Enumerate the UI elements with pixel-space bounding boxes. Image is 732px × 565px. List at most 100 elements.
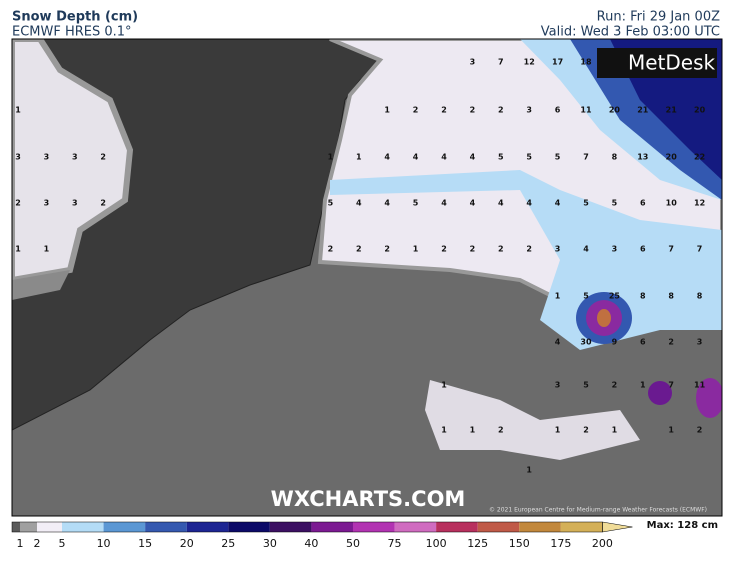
grid-label: 21 bbox=[637, 106, 649, 115]
blob-peak bbox=[597, 309, 611, 327]
colorbar-label: 10 bbox=[97, 537, 111, 550]
colorbar-label: 125 bbox=[467, 537, 488, 550]
grid-label: 5 bbox=[583, 381, 589, 390]
grid-label: 1 bbox=[328, 153, 334, 162]
grid-label: 3 bbox=[72, 199, 78, 208]
colorbar-segment bbox=[394, 522, 437, 532]
colorbar-segment bbox=[228, 522, 270, 532]
grid-label: 4 bbox=[470, 199, 476, 208]
grid-label: 4 bbox=[583, 245, 589, 254]
grid-label: 4 bbox=[384, 199, 390, 208]
colorbar-label: 1 bbox=[17, 537, 24, 550]
colorbar-segment bbox=[37, 522, 62, 532]
grid-label: 4 bbox=[384, 153, 390, 162]
grid-label: 11 bbox=[694, 381, 706, 390]
grid-label: 20 bbox=[666, 153, 678, 162]
grid-label: 7 bbox=[583, 153, 589, 162]
grid-label: 3 bbox=[44, 153, 50, 162]
grid-label: 2 bbox=[612, 381, 618, 390]
grid-label: 7 bbox=[697, 245, 703, 254]
colorbar-label: 150 bbox=[509, 537, 530, 550]
grid-label: 2 bbox=[356, 245, 362, 254]
grid-label: 4 bbox=[470, 153, 476, 162]
colorbar-label: 40 bbox=[304, 537, 318, 550]
grid-label: 8 bbox=[697, 292, 703, 301]
grid-label: 13 bbox=[637, 153, 648, 162]
grid-label: 1 bbox=[441, 381, 447, 390]
grid-label: 3 bbox=[612, 245, 618, 254]
grid-label: 5 bbox=[413, 199, 419, 208]
grid-label: 4 bbox=[413, 153, 419, 162]
grid-label: 6 bbox=[640, 338, 646, 347]
grid-label: 6 bbox=[555, 106, 561, 115]
grid-label: 6 bbox=[640, 199, 646, 208]
grid-label: 2 bbox=[441, 245, 447, 254]
grid-label: 2 bbox=[668, 338, 674, 347]
grid-label: 7 bbox=[498, 58, 504, 67]
grid-label: 1 bbox=[640, 381, 646, 390]
grid-label: 2 bbox=[413, 106, 419, 115]
grid-label: 30 bbox=[580, 338, 592, 347]
map-frame bbox=[11, 38, 723, 517]
grid-label: 17 bbox=[552, 58, 563, 67]
grid-label: 2 bbox=[583, 426, 589, 435]
grid-label: 7 bbox=[668, 245, 674, 254]
grid-label: 21 bbox=[666, 106, 678, 115]
grid-label: 11 bbox=[580, 106, 592, 115]
title: Snow Depth (cm) bbox=[12, 10, 138, 25]
grid-label: 2 bbox=[15, 199, 21, 208]
colorbar-segment bbox=[311, 522, 353, 532]
grid-label: 3 bbox=[555, 381, 561, 390]
logo: MetDesk bbox=[628, 51, 716, 75]
grid-label: 2 bbox=[100, 153, 106, 162]
grid-label: 1 bbox=[44, 245, 50, 254]
grid-label: 4 bbox=[441, 199, 447, 208]
colorbar: 1 2 5 10 15 20 25 30 40 50 75 100 125 150 175 200 bbox=[11, 521, 633, 550]
map: MetDesk WXCHARTS.COM © 2021 European Cen… bbox=[11, 38, 723, 517]
grid-label: 3 bbox=[72, 153, 78, 162]
grid-label: 1 bbox=[668, 426, 674, 435]
colorbar-label: 20 bbox=[180, 537, 194, 550]
grid-label: 5 bbox=[526, 153, 532, 162]
grid-label: 1 bbox=[555, 426, 561, 435]
grid-label: 1 bbox=[612, 426, 618, 435]
uk-south bbox=[12, 270, 70, 300]
grid-label: 5 bbox=[555, 153, 561, 162]
grid-label: 1 bbox=[413, 245, 419, 254]
grid-label: 3 bbox=[470, 58, 476, 67]
grid-label: 2 bbox=[498, 426, 504, 435]
grid-label: 4 bbox=[498, 199, 504, 208]
grid-label: 1 bbox=[441, 426, 447, 435]
grid-label: 4 bbox=[441, 153, 447, 162]
colorbar-label: 100 bbox=[426, 537, 447, 550]
grid-label: 4 bbox=[555, 199, 561, 208]
watermark: WXCHARTS.COM bbox=[271, 487, 466, 511]
grid-label: 9 bbox=[612, 338, 618, 347]
grid-label: 4 bbox=[526, 199, 532, 208]
colorbar-segment bbox=[186, 522, 229, 532]
grid-label: 5 bbox=[583, 292, 589, 301]
grid-label: 2 bbox=[498, 245, 504, 254]
grid-label: 5 bbox=[612, 199, 618, 208]
colorbar-segment bbox=[560, 522, 603, 532]
snow-patch bbox=[425, 380, 640, 460]
colorbar-label: 5 bbox=[59, 537, 66, 550]
model: ECMWF HRES 0.1° bbox=[12, 25, 132, 40]
grid-label: 10 bbox=[666, 199, 678, 208]
grid-label: 1 bbox=[526, 466, 532, 475]
grid-label: 2 bbox=[697, 426, 703, 435]
grid-label: 8 bbox=[668, 292, 674, 301]
grid-label: 1 bbox=[555, 292, 561, 301]
colorbar-label: 30 bbox=[263, 537, 277, 550]
grid-label: 2 bbox=[328, 245, 334, 254]
colorbar-segment bbox=[103, 522, 146, 532]
grid-label: 1 bbox=[15, 245, 21, 254]
grid-label: 12 bbox=[694, 199, 705, 208]
blob3 bbox=[696, 378, 722, 418]
grid-label: 3 bbox=[697, 338, 703, 347]
grid-label: 20 bbox=[694, 106, 706, 115]
valid: Valid: Wed 3 Feb 03:00 UTC bbox=[541, 25, 720, 40]
grid-label: 3 bbox=[15, 153, 21, 162]
grid-label: 2 bbox=[526, 245, 532, 254]
